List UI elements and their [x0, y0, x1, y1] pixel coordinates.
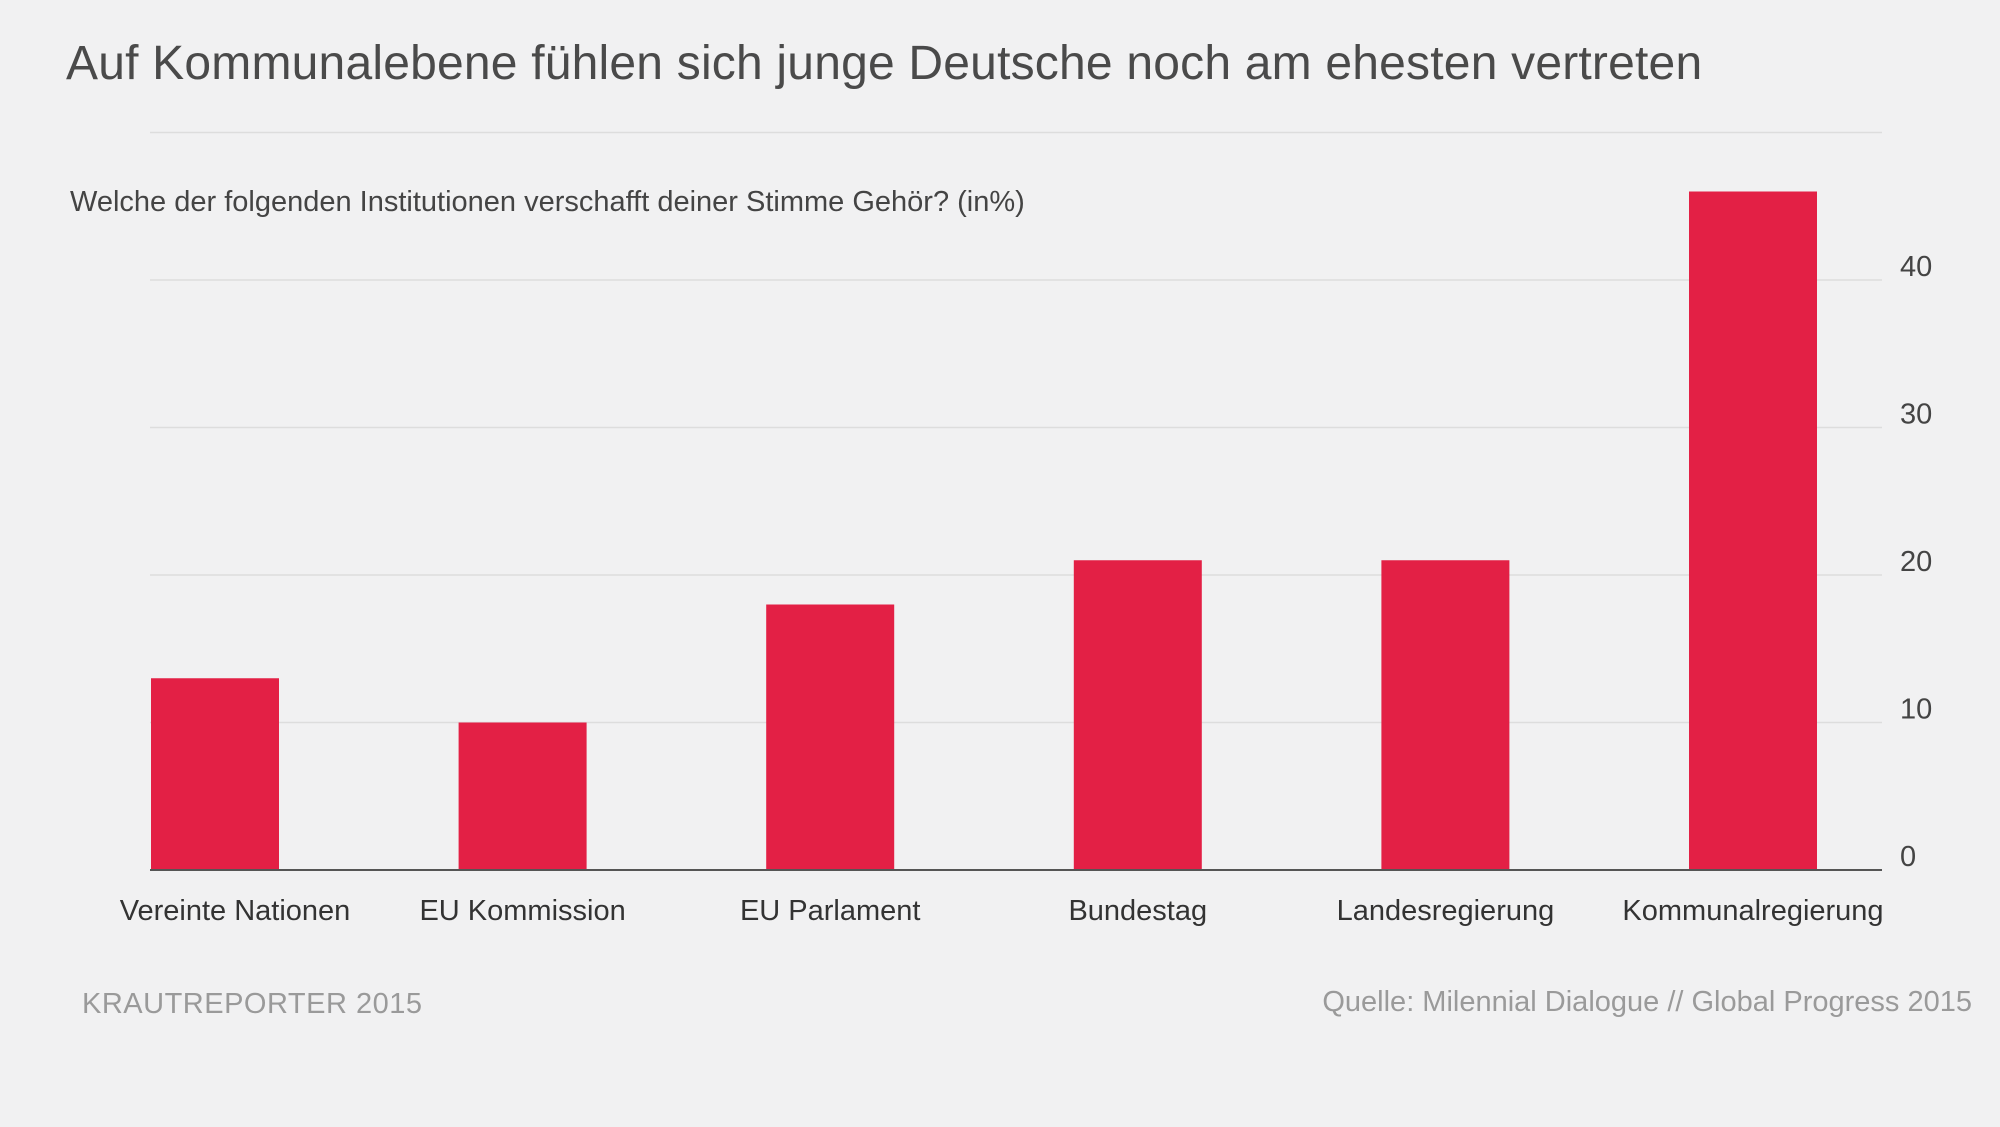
x-tick-label-bundestag: Bundestag [1068, 895, 1207, 927]
y-tick-label-20: 20 [1900, 546, 1932, 578]
x-tick-label-vereinte-nationen: Vereinte Nationen [120, 895, 351, 927]
x-tick-label-landesregierung: Landesregierung [1337, 895, 1555, 927]
x-tick-label-eu-parlament: EU Parlament [740, 895, 921, 927]
chart-title: Auf Kommunalebene fühlen sich junge Deut… [66, 37, 1703, 90]
y-tick-label-10: 10 [1900, 694, 1932, 726]
source-label: Quelle: Milennial Dialogue // Global Pro… [1322, 986, 1972, 1018]
x-tick-labels: Vereinte Nationen EU Kommission EU Parlame… [120, 895, 1884, 927]
y-tick-label-30: 30 [1900, 399, 1932, 431]
bar-eu-parlament [766, 604, 895, 870]
x-tick-label-eu-kommission: EU Kommission [419, 895, 625, 927]
y-tick-label-40: 40 [1900, 251, 1932, 283]
grid-lines [150, 131, 1882, 724]
y-tick-label-0: 0 [1900, 841, 1916, 873]
x-tick-label-kommunalregierung: Kommunalregierung [1622, 895, 1883, 927]
bar-kommunalregierung [1689, 191, 1817, 870]
brand-label: KRAUTREPORTER 2015 [82, 988, 423, 1020]
bars [151, 191, 1817, 870]
chart-subtitle: Welche der folgenden Institutionen versc… [70, 186, 1025, 218]
bar-eu-kommission [458, 722, 587, 870]
bar-chart: 0 10 20 30 40 Vereinte Nationen EU Kommission… [120, 131, 1932, 927]
bar-vereinte-nationen [151, 678, 279, 870]
bar-landesregierung [1381, 560, 1510, 870]
bar-bundestag [1073, 560, 1202, 870]
y-tick-labels: 0 10 20 30 40 [1900, 251, 1932, 873]
